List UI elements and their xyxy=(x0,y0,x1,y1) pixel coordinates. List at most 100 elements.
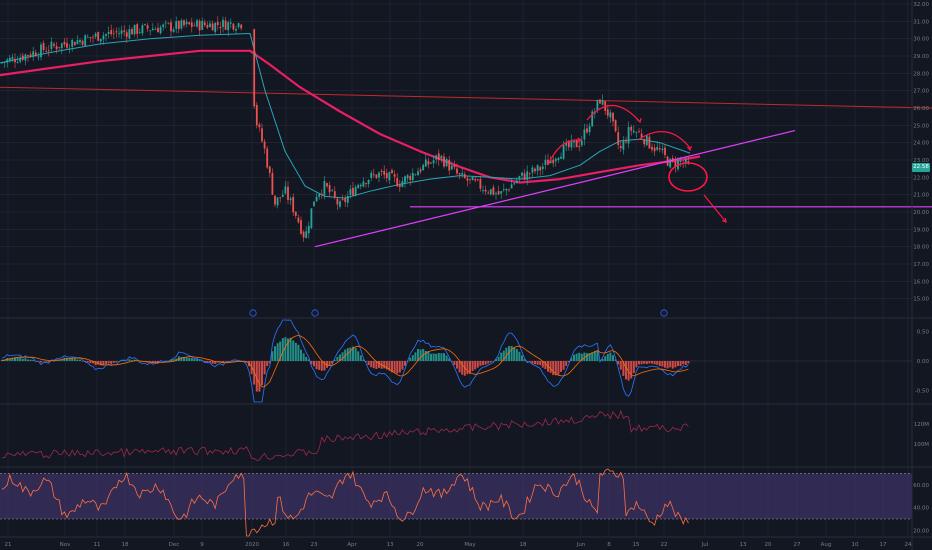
x-tick-label: 11 xyxy=(94,542,101,548)
macd-bar xyxy=(518,351,521,361)
candle-body xyxy=(671,158,674,160)
y-tick-label: 31.00 xyxy=(913,19,929,25)
candle-body xyxy=(617,132,620,145)
macd-bar xyxy=(593,351,596,361)
macd-bar xyxy=(471,361,474,372)
macd-bar xyxy=(94,361,97,366)
macd-bar xyxy=(456,361,458,369)
candle-body xyxy=(367,179,370,184)
candle-body xyxy=(536,165,539,171)
candle-body xyxy=(619,146,622,148)
x-tick-label: Apr xyxy=(347,542,357,548)
candle-body xyxy=(211,23,214,31)
macd-bar xyxy=(258,361,261,392)
y-tick-label: 15.00 xyxy=(913,297,929,303)
candle-body xyxy=(128,29,131,39)
candle-body xyxy=(528,173,531,175)
macd-bar xyxy=(29,359,32,361)
macd-bar xyxy=(500,352,503,361)
candle-body xyxy=(188,22,191,25)
macd-bar xyxy=(515,348,518,361)
macd-bar xyxy=(198,360,201,361)
candle-body xyxy=(388,172,391,181)
volume-line xyxy=(1,409,689,461)
macd-bar xyxy=(453,361,456,365)
macd-lines xyxy=(1,319,689,403)
macd-pane xyxy=(0,319,912,403)
macd-bar xyxy=(193,359,196,361)
event-markers xyxy=(249,309,668,317)
macd-bar xyxy=(76,359,79,361)
candle-body xyxy=(354,186,357,196)
macd-bar xyxy=(445,355,448,361)
macd-bar xyxy=(643,361,646,364)
macd-bar xyxy=(326,361,328,368)
candle-body xyxy=(42,43,45,51)
macd-bar xyxy=(365,361,367,362)
macd-bar xyxy=(666,361,669,369)
candle-body xyxy=(380,170,383,172)
y-tick-label: -0.50 xyxy=(915,388,930,394)
x-tick-label: 15 xyxy=(633,542,640,548)
y-tick-label: 22.00 xyxy=(913,175,929,181)
candle-body xyxy=(313,201,315,207)
candle-body xyxy=(658,148,661,150)
macd-bar xyxy=(385,361,388,370)
macd-bar xyxy=(448,358,451,361)
macd-bar xyxy=(42,361,45,362)
candle-body xyxy=(508,189,510,191)
x-tick-label: 18 xyxy=(122,542,129,548)
candle-body xyxy=(362,181,365,187)
price-axis[interactable]: 32.00 31.00 30.00 29.00 28.00 27.00 26.00 25.00… xyxy=(913,2,929,534)
candle-body xyxy=(99,38,102,42)
candle-body xyxy=(653,147,656,152)
candle-body xyxy=(625,141,627,143)
macd-bar xyxy=(11,357,14,361)
candle-body xyxy=(326,183,328,187)
macd-bar xyxy=(645,361,648,365)
candle-body xyxy=(471,177,474,181)
macd-bar xyxy=(219,361,222,362)
candle-body xyxy=(112,33,115,35)
macd-bar xyxy=(336,356,339,361)
macd-bar xyxy=(484,361,487,365)
macd-bar xyxy=(521,355,523,361)
macd-bar xyxy=(305,356,308,361)
right-shoulder-arrow xyxy=(637,131,691,149)
macd-bar xyxy=(679,361,682,367)
macd-bar xyxy=(92,361,94,364)
candle-body xyxy=(341,199,344,201)
time-axis[interactable]: 21 Nov 11 18 Dec 9 2020 16 23 Apr 13 20 May 18 Jun 8 15 2… xyxy=(5,542,912,548)
x-tick-label: 27 xyxy=(794,542,801,548)
macd-bar xyxy=(674,361,677,368)
macd-bar xyxy=(367,361,370,366)
candle-body xyxy=(154,29,157,30)
annotation-arrows xyxy=(547,104,727,223)
candle-body xyxy=(518,176,521,179)
candle-body xyxy=(63,41,66,45)
macd-bar xyxy=(677,361,679,367)
right-shoulder-arrowhead xyxy=(686,146,693,152)
last-price-tag: 22.58 xyxy=(912,162,930,172)
candle-body xyxy=(105,34,107,36)
candle-body xyxy=(255,105,258,126)
macd-bar xyxy=(97,361,100,365)
candle-body xyxy=(484,189,487,192)
macd-bar xyxy=(557,361,560,375)
y-tick-label: 18.00 xyxy=(913,245,929,251)
macd-bar xyxy=(606,354,609,361)
candle-body xyxy=(16,62,19,63)
macd-bar xyxy=(635,361,638,368)
macd-bar xyxy=(99,361,102,366)
macd-bar xyxy=(79,359,81,361)
macd-bar xyxy=(502,350,505,361)
macd-bar xyxy=(575,353,578,361)
y-tick-label: 0.50 xyxy=(917,330,930,336)
macd-bar xyxy=(190,358,193,361)
macd-bar xyxy=(352,346,354,361)
candle-body xyxy=(193,25,196,27)
candle-body xyxy=(463,174,466,178)
candle-body xyxy=(167,22,170,24)
candle-body xyxy=(599,99,601,104)
